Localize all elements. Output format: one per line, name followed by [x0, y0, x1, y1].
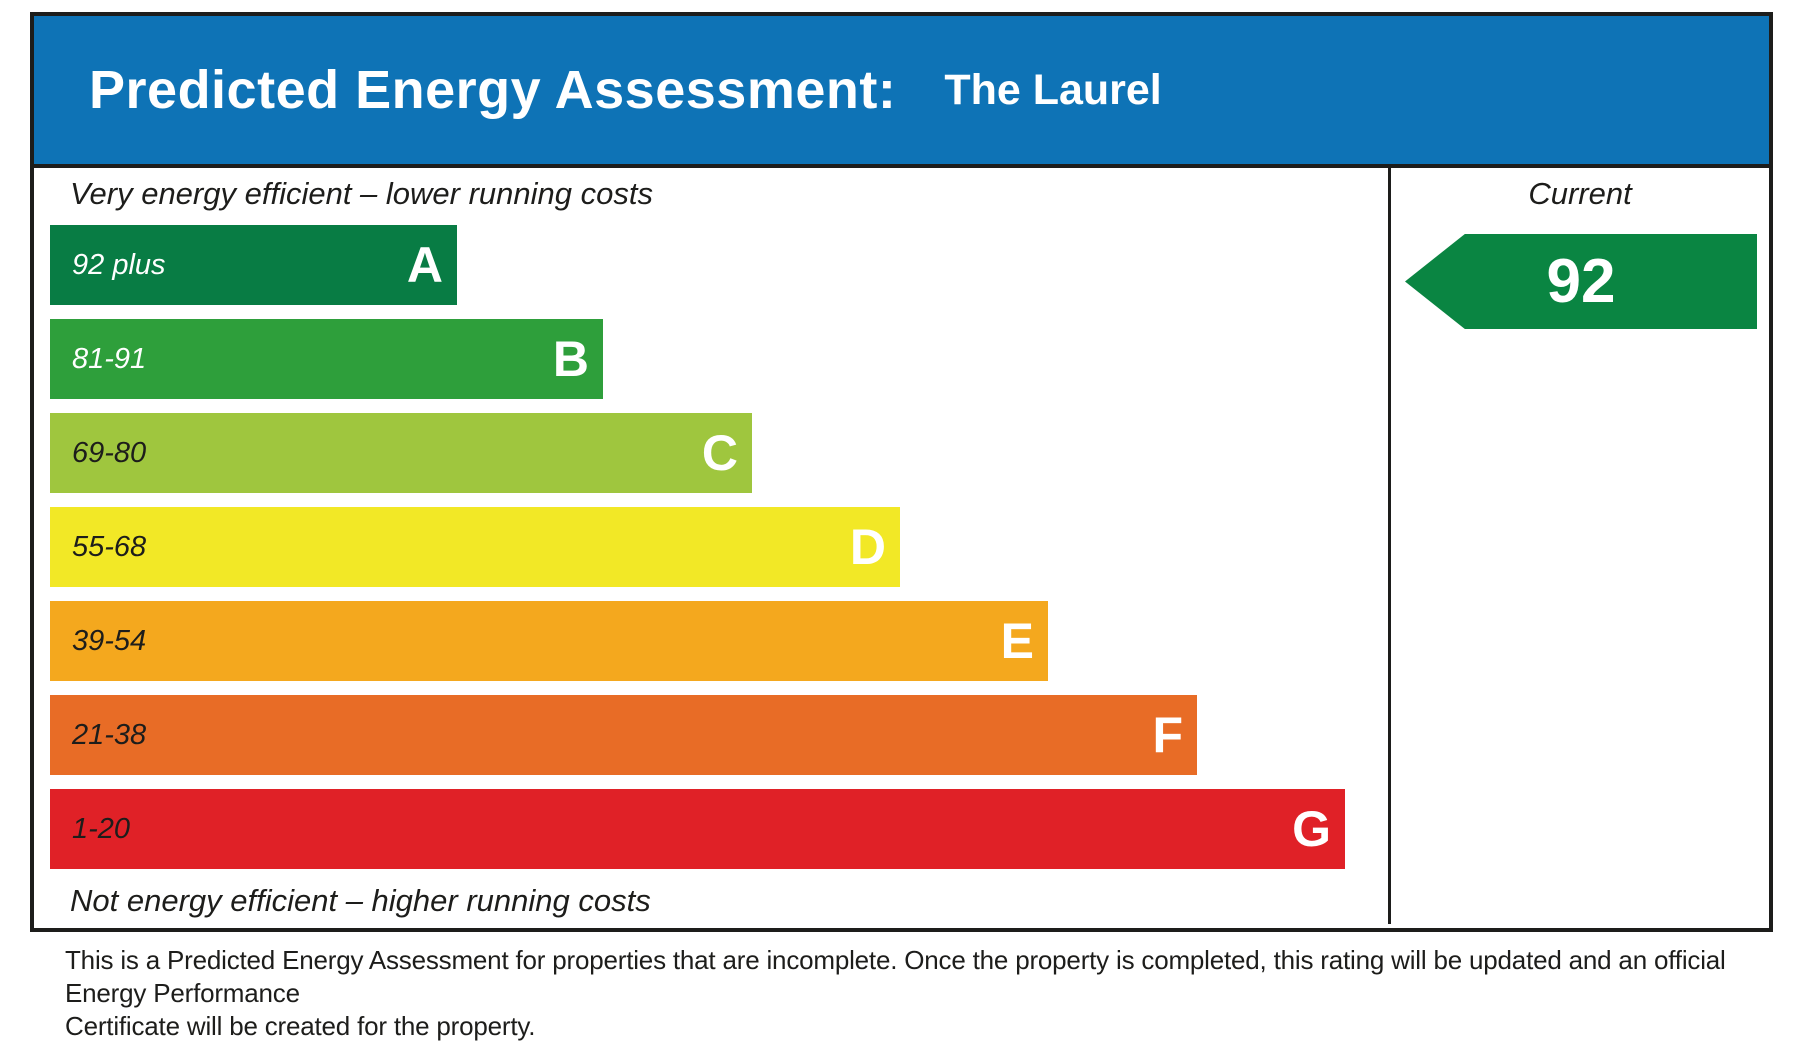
current-column: Current 92	[1388, 168, 1769, 924]
footer-line-1: This is a Predicted Energy Assessment fo…	[65, 945, 1726, 1008]
band-letter: E	[1000, 613, 1034, 669]
band-letter: F	[1152, 707, 1183, 763]
band-range-label: 55-68	[72, 530, 147, 563]
epc-band-d: 55-68 D	[50, 507, 900, 587]
rating-ladder: Very energy efficient – lower running co…	[34, 168, 1388, 924]
band-letter: D	[849, 519, 886, 575]
epc-band-e: 39-54 E	[50, 601, 1048, 681]
epc-band-f: 21-38 F	[50, 695, 1197, 775]
caption-bottom: Not energy efficient – higher running co…	[70, 883, 651, 918]
caption-top: Very energy efficient – lower running co…	[70, 176, 653, 211]
current-rating-value: 92	[1546, 247, 1616, 316]
band-range-label: 69-80	[72, 436, 147, 469]
epc-page: Predicted Energy Assessment: The Laurel …	[30, 12, 1773, 1041]
band-range-label: 39-54	[72, 624, 147, 657]
property-name: The Laurel	[944, 65, 1162, 114]
band-range-label: 81-91	[72, 342, 147, 375]
rating-bands: 92 plus A 81-91 B 69-80 C 55-68 D	[50, 225, 1388, 869]
band-range-label: 21-38	[72, 718, 147, 751]
epc-band-b: 81-91 B	[50, 319, 603, 399]
epc-chart-box: Predicted Energy Assessment: The Laurel …	[30, 12, 1773, 932]
epc-band-a: 92 plus A	[50, 225, 457, 305]
current-rating-arrow: 92	[1405, 234, 1757, 329]
epc-band-g: 1-20 G	[50, 789, 1345, 869]
page-title: Predicted Energy Assessment:	[89, 60, 897, 120]
epc-band-c: 69-80 C	[50, 413, 752, 493]
band-range-label: 92 plus	[72, 248, 166, 281]
band-letter: A	[406, 237, 443, 293]
chart-content: Very energy efficient – lower running co…	[34, 168, 1769, 924]
current-column-header: Current	[1528, 176, 1632, 211]
header: Predicted Energy Assessment: The Laurel	[34, 16, 1769, 168]
band-range-label: 1-20	[72, 812, 131, 845]
band-letter: B	[552, 331, 589, 387]
footer-line-2: Certificate will be created for the prop…	[65, 1011, 536, 1041]
footer-disclaimer: This is a Predicted Energy Assessment fo…	[65, 944, 1745, 1043]
band-letter: G	[1292, 801, 1331, 857]
band-letter: C	[701, 425, 738, 481]
